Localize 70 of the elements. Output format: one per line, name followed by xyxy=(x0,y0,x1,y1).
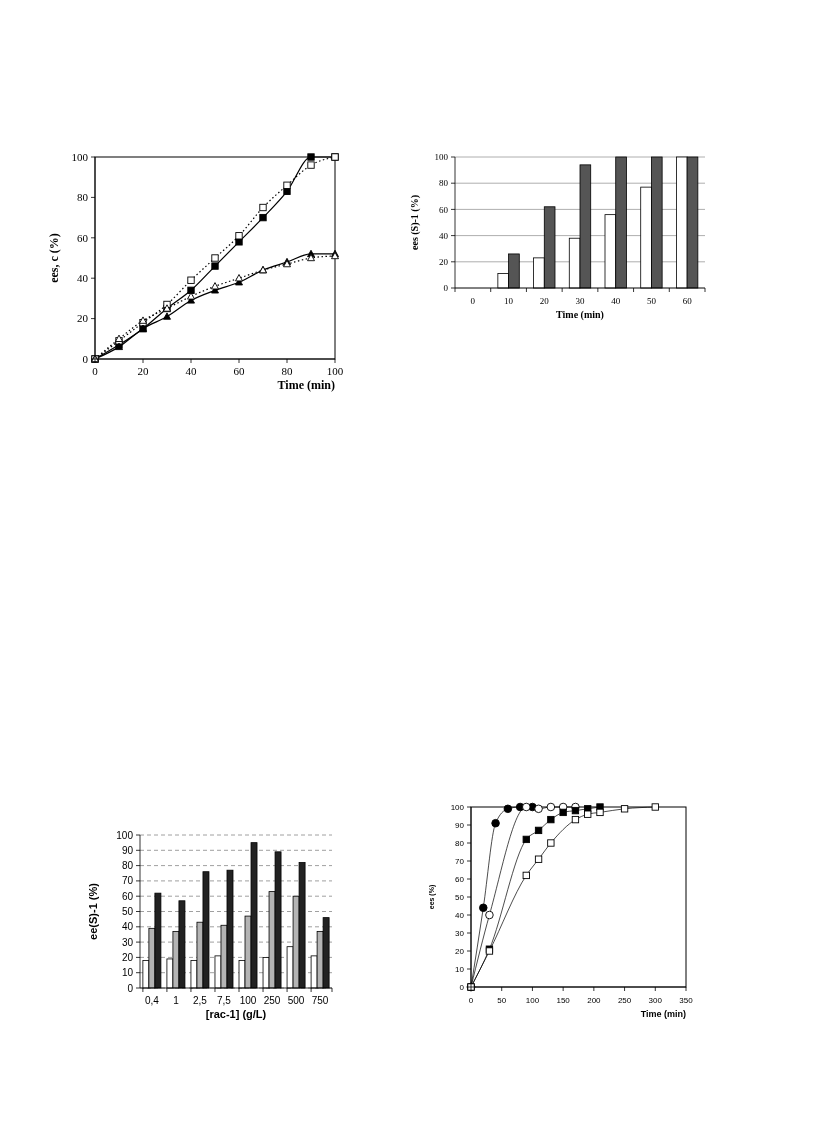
y-tick-label: 40 xyxy=(77,272,89,285)
x-tick-label: 40 xyxy=(185,365,197,377)
x-tick-label: 350 xyxy=(679,996,694,1005)
x-tick-label: 0 xyxy=(470,296,476,306)
x-tick-label: 250 xyxy=(617,996,632,1005)
y-tick-label: 30 xyxy=(455,928,465,938)
x-tick-label: 100 xyxy=(525,996,540,1005)
y-tick-label: 0 xyxy=(82,352,89,365)
x-tick-label: 300 xyxy=(648,996,663,1005)
y-tick-label: 20 xyxy=(439,256,449,267)
y-axis-title: ees, c (%) xyxy=(47,233,61,283)
x-tick-label: 1 xyxy=(173,995,180,1006)
y-tick-label: 0 xyxy=(459,982,465,992)
y-tick-label: 90 xyxy=(121,844,134,856)
x-tick-label: 200 xyxy=(587,996,602,1005)
y-tick-label: 40 xyxy=(439,230,449,241)
x-tick-label: 50 xyxy=(497,996,507,1005)
y-tick-label: 10 xyxy=(455,964,465,974)
y-tick-label: 80 xyxy=(455,838,465,848)
y-tick-label: 100 xyxy=(116,829,134,841)
y-tick-label: 20 xyxy=(455,946,465,956)
x-tick-label: 40 xyxy=(611,296,621,306)
y-tick-label: 60 xyxy=(439,204,449,215)
x-tick-label: 2,5 xyxy=(193,995,208,1006)
x-tick-label: 0 xyxy=(468,996,474,1005)
x-tick-label: 50 xyxy=(646,296,657,306)
x-axis-title: Time (min) xyxy=(277,378,335,392)
y-tick-label: 80 xyxy=(439,178,449,189)
y-tick-label: 70 xyxy=(121,875,134,887)
y-tick-label: 60 xyxy=(77,231,89,244)
y-tick-label: 0 xyxy=(127,982,134,994)
y-tick-label: 40 xyxy=(455,910,465,920)
x-tick-label: 0,4 xyxy=(144,995,160,1006)
x-tick-label: 7,5 xyxy=(217,995,232,1006)
x-tick-label: 20 xyxy=(539,296,550,306)
y-tick-label: 30 xyxy=(121,936,134,948)
y-tick-label: 50 xyxy=(121,906,134,917)
y-tick-label: 60 xyxy=(121,890,134,902)
x-axis-title: Time (min) xyxy=(556,309,604,321)
y-tick-label: 50 xyxy=(455,892,465,902)
x-tick-label: 20 xyxy=(137,365,149,377)
y-tick-label: 40 xyxy=(121,921,134,933)
x-tick-label: 80 xyxy=(281,365,293,377)
y-tick-label: 10 xyxy=(121,967,134,979)
x-tick-label: 0 xyxy=(92,365,99,377)
y-tick-label: 70 xyxy=(455,856,465,866)
x-tick-label: 250 xyxy=(263,995,281,1006)
x-tick-label: 10 xyxy=(504,296,514,306)
x-axis-title: [rac-1] (g/L) xyxy=(205,1008,267,1020)
x-tick-label: 100 xyxy=(239,995,257,1006)
y-tick-label: 80 xyxy=(121,860,134,872)
y-tick-label: 0 xyxy=(443,283,449,294)
y-tick-label: 20 xyxy=(77,312,89,325)
y-axis-title: ees (S)-1 (%) xyxy=(409,195,421,250)
y-tick-label: 100 xyxy=(71,150,89,163)
x-tick-label: 150 xyxy=(556,996,571,1005)
x-tick-label: 750 xyxy=(311,995,329,1006)
x-axis-title: Time (min) xyxy=(640,1009,686,1019)
y-tick-label: 90 xyxy=(455,820,465,830)
y-tick-label: 100 xyxy=(434,152,449,163)
x-tick-label: 30 xyxy=(575,296,585,306)
x-tick-label: 60 xyxy=(682,296,693,306)
x-tick-label: 60 xyxy=(233,365,245,377)
y-tick-label: 20 xyxy=(121,951,134,963)
y-axis-title: ee(S)-1 (%) xyxy=(87,882,99,940)
y-tick-label: 100 xyxy=(450,802,465,812)
x-tick-label: 100 xyxy=(326,365,344,377)
y-tick-label: 80 xyxy=(77,191,89,204)
y-tick-label: 60 xyxy=(455,874,465,884)
x-tick-label: 500 xyxy=(287,995,305,1006)
